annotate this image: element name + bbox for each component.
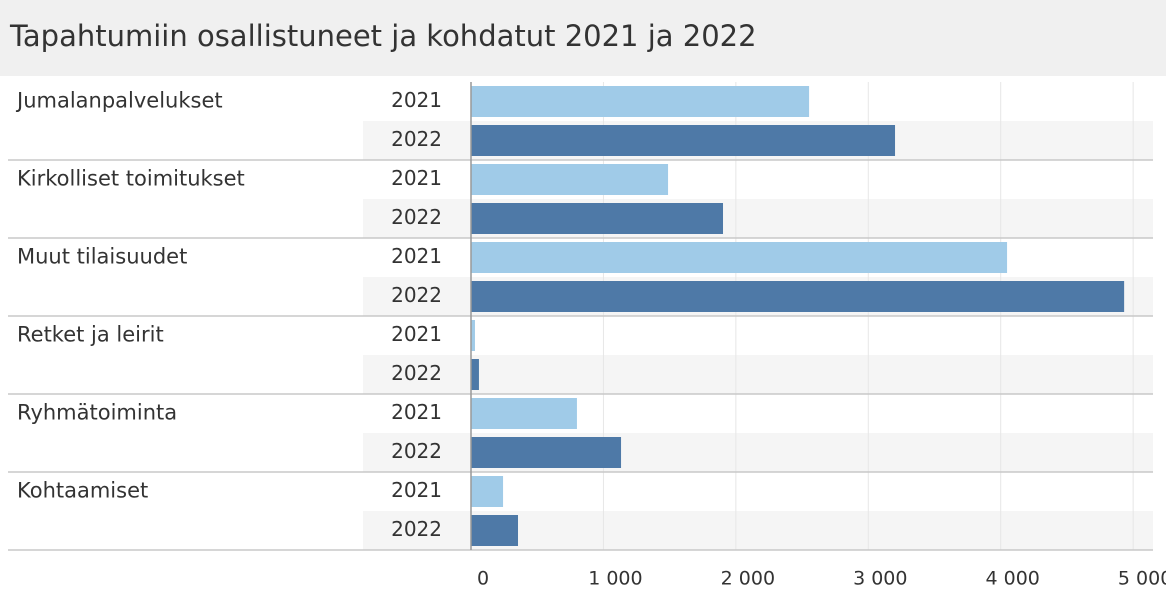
series-label: 2022	[391, 439, 442, 463]
x-tick-label: 4 000	[986, 568, 1040, 590]
bar	[471, 203, 724, 234]
series-label: 2021	[391, 88, 442, 112]
bar	[471, 86, 810, 117]
bar	[471, 398, 577, 429]
series-label: 2021	[391, 244, 442, 268]
bar	[471, 476, 504, 507]
series-label: 2022	[391, 205, 442, 229]
category-label: Ryhmätoiminta	[17, 401, 177, 425]
bar	[471, 242, 1008, 273]
category-label: Kirkolliset toimitukset	[17, 167, 245, 191]
bar	[471, 515, 519, 546]
x-tick-label: 1 000	[588, 568, 642, 590]
series-label: 2021	[391, 166, 442, 190]
series-label: 2021	[391, 400, 442, 424]
bar	[471, 359, 479, 390]
category-label: Muut tilaisuudet	[17, 245, 187, 269]
series-label: 2022	[391, 517, 442, 541]
series-label: 2022	[391, 361, 442, 385]
title-band	[0, 0, 1166, 76]
bar	[471, 437, 622, 468]
series-label: 2022	[391, 127, 442, 151]
x-tick-label: 2 000	[721, 568, 775, 590]
category-label: Jumalanpalvelukset	[15, 89, 223, 113]
bar	[471, 164, 669, 195]
bar	[471, 320, 475, 351]
series-label: 2021	[391, 478, 442, 502]
series-label: 2022	[391, 283, 442, 307]
x-tick-label: 3 000	[853, 568, 907, 590]
chart-title: Tapahtumiin osallistuneet ja kohdatut 20…	[9, 19, 757, 53]
series-label: 2021	[391, 322, 442, 346]
row-shade	[363, 355, 1153, 394]
x-tick-label: 0	[477, 568, 489, 590]
bar	[471, 281, 1125, 312]
bar	[471, 125, 896, 156]
category-label: Retket ja leirit	[17, 323, 164, 347]
category-label: Kohtaamiset	[17, 479, 148, 503]
x-tick-label: 5 000	[1118, 568, 1166, 590]
